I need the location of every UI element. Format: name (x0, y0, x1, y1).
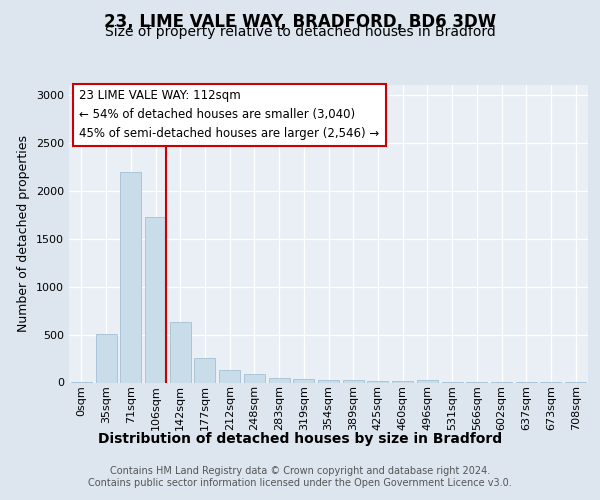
Bar (120, 172, 141, 382)
Y-axis label: Number of detached properties: Number of detached properties (17, 135, 31, 332)
Text: Distribution of detached houses by size in Bradford: Distribution of detached houses by size … (98, 432, 502, 446)
Text: Contains HM Land Registry data © Crown copyright and database right 2024.
Contai: Contains HM Land Registry data © Crown c… (88, 466, 512, 487)
Bar (194, 358, 215, 382)
Text: 23, LIME VALE WAY, BRADFORD, BD6 3DW: 23, LIME VALE WAY, BRADFORD, BD6 3DW (104, 12, 496, 30)
Text: 23 LIME VALE WAY: 112sqm
← 54% of detached houses are smaller (3,040)
45% of sem: 23 LIME VALE WAY: 112sqm ← 54% of detach… (79, 90, 380, 140)
Bar (343, 380, 364, 382)
Text: Size of property relative to detached houses in Bradford: Size of property relative to detached ho… (104, 25, 496, 39)
Bar (219, 370, 240, 382)
Bar (269, 378, 290, 382)
Bar (145, 218, 166, 382)
Bar (244, 374, 265, 382)
Bar (293, 379, 314, 382)
Bar (318, 380, 339, 382)
Bar (95, 334, 116, 382)
Bar (417, 380, 438, 382)
Bar (170, 322, 191, 382)
Bar (367, 381, 388, 382)
